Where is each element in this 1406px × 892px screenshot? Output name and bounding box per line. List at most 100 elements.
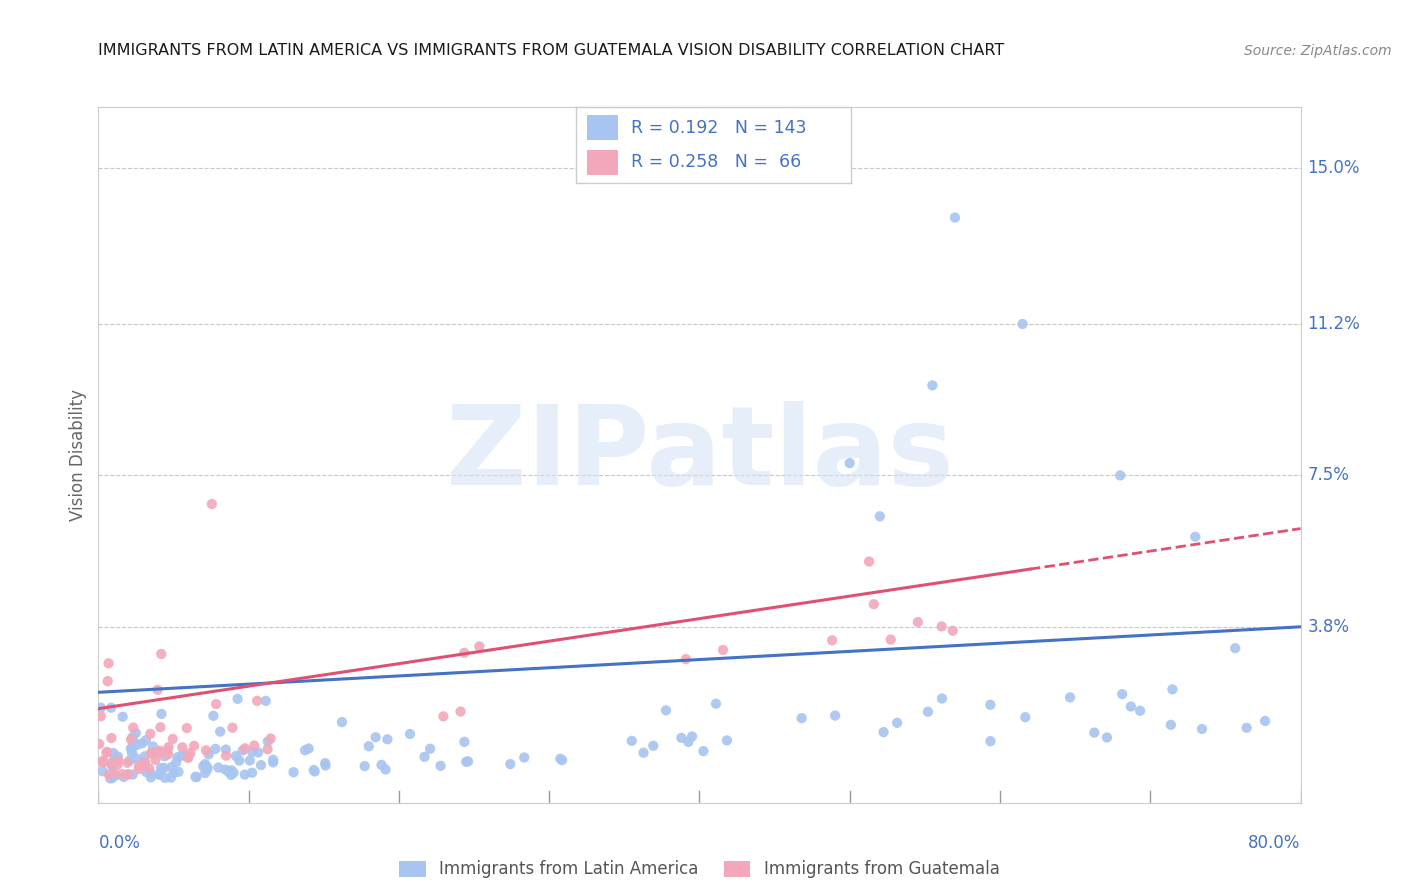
Point (232, 743, 254, 757)
Point (107, 749, 129, 764)
Point (943, 211, 966, 225)
Point (357, 739, 380, 754)
Point (256, 734, 278, 748)
Text: 0.0%: 0.0% (98, 834, 141, 852)
Point (374, 763, 396, 777)
Point (111, 767, 134, 781)
Point (450, 705, 472, 719)
Point (149, 720, 172, 734)
Point (141, 746, 163, 760)
Point (97, 674, 120, 689)
Point (429, 759, 451, 773)
Point (177, 750, 200, 764)
Point (1161, 682, 1184, 697)
Point (513, 750, 536, 764)
Point (150, 647, 173, 661)
Point (240, 745, 263, 759)
Point (260, 731, 283, 746)
Point (221, 721, 243, 735)
Point (824, 708, 846, 723)
Point (692, 744, 714, 758)
Point (907, 615, 929, 629)
Point (139, 770, 162, 784)
Point (239, 754, 262, 768)
Point (1109, 468, 1132, 483)
Point (197, 761, 219, 775)
Point (141, 747, 163, 761)
Point (179, 746, 201, 760)
Point (202, 708, 225, 723)
Bar (588, 150, 617, 175)
Point (90, 755, 112, 769)
Point (643, 739, 665, 753)
Point (91, 756, 114, 770)
Point (1111, 687, 1133, 701)
Point (880, 632, 903, 647)
Point (1119, 699, 1142, 714)
Point (1011, 317, 1033, 331)
Point (132, 757, 155, 772)
Point (298, 741, 321, 756)
Point (90, 709, 112, 723)
Point (97, 657, 120, 671)
Point (222, 765, 245, 780)
Point (170, 748, 193, 763)
Point (167, 764, 190, 779)
Text: 3.8%: 3.8% (1308, 618, 1350, 636)
Point (186, 770, 208, 784)
Text: R = 0.192   N = 143: R = 0.192 N = 143 (631, 119, 807, 136)
Point (218, 764, 240, 779)
Point (1160, 718, 1182, 732)
Text: ZIPatlas: ZIPatlas (446, 401, 953, 508)
Point (457, 755, 479, 769)
Point (90, 700, 112, 714)
Point (364, 731, 387, 745)
Point (225, 748, 247, 763)
Point (139, 727, 162, 741)
Point (183, 739, 205, 753)
Text: 7.5%: 7.5% (1308, 467, 1350, 484)
Point (209, 724, 232, 739)
Bar (588, 115, 617, 140)
Point (139, 765, 162, 780)
Point (1095, 731, 1118, 745)
Point (1083, 725, 1105, 739)
Point (103, 752, 125, 766)
Point (103, 765, 125, 780)
Point (330, 715, 353, 730)
Point (246, 694, 269, 708)
Point (122, 721, 145, 735)
Point (243, 739, 266, 753)
Point (214, 763, 236, 777)
Point (135, 733, 157, 747)
Point (184, 770, 207, 784)
Point (353, 759, 375, 773)
Point (96, 745, 118, 759)
Point (101, 758, 124, 772)
Point (100, 700, 122, 714)
Point (551, 753, 574, 767)
Point (655, 703, 678, 717)
Point (399, 727, 422, 741)
Point (121, 731, 143, 745)
Point (101, 758, 124, 772)
Point (205, 697, 228, 711)
Point (125, 751, 148, 765)
Text: 80.0%: 80.0% (1249, 834, 1301, 852)
Point (304, 764, 326, 779)
Point (377, 732, 399, 747)
Point (121, 746, 143, 760)
Point (233, 767, 256, 781)
Point (165, 756, 187, 770)
Point (838, 456, 860, 470)
Point (215, 742, 238, 756)
Point (162, 731, 184, 746)
Point (195, 743, 218, 757)
Point (215, 748, 238, 763)
Point (142, 739, 165, 754)
Point (921, 378, 943, 392)
Point (122, 735, 145, 749)
Point (197, 747, 219, 762)
Point (107, 754, 129, 768)
Point (413, 749, 436, 764)
